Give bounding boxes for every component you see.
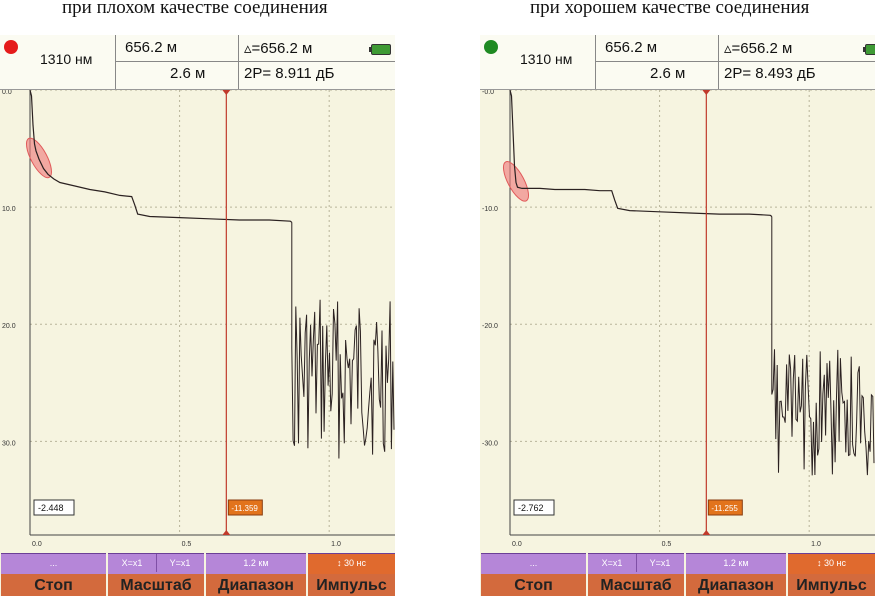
distance-value: 656.2 м bbox=[605, 39, 658, 56]
stop-button-hint: ... bbox=[49, 558, 58, 568]
trace-line bbox=[29, 90, 293, 223]
cursor-value: -11.359 bbox=[231, 504, 258, 513]
range-button-label: Диапазон bbox=[686, 574, 786, 596]
pulse-button[interactable]: ↕ 30 нс Импульс bbox=[308, 553, 395, 596]
battery-icon bbox=[369, 44, 391, 55]
scale-x-hint: X=x1 bbox=[601, 558, 623, 568]
scale-button[interactable]: X=x1 Y=x1 Масштаб bbox=[108, 553, 204, 596]
left-marker-value: -2.762 bbox=[518, 503, 544, 513]
left-marker-value: -2.448 bbox=[38, 503, 64, 513]
otdr-panel-good: 1310 нм 656.2 м 2.6 м ▵=656.2 м 2P= 8.49… bbox=[480, 35, 875, 596]
caption-bad-connection: при плохом качестве соединения bbox=[62, 0, 328, 18]
pulse-button-hint: ↕ 30 нс bbox=[337, 558, 366, 568]
loss-value: 2P= 8.911 дБ bbox=[244, 65, 335, 82]
cursor-top-marker bbox=[222, 90, 231, 95]
x-tick-label: 1.0 bbox=[811, 541, 821, 548]
range-button[interactable]: 1.2 км Диапазон bbox=[686, 553, 786, 596]
x-tick-label: 0.5 bbox=[182, 541, 192, 548]
delta-value: ▵=656.2 м bbox=[244, 40, 313, 57]
y-tick-label: -0.0 bbox=[482, 90, 494, 96]
stop-button-label: Стоп bbox=[1, 574, 106, 596]
y-tick-label: 20.0 bbox=[2, 323, 16, 330]
trace-plot-good[interactable]: -0.0 -10.0 -20.0 -30.0 0.0 0.5 1.0 -2.762 -11.25… bbox=[480, 90, 875, 550]
cursor-bottom-marker bbox=[702, 530, 711, 535]
pulse-button[interactable]: ↕ 30 нс Импульс bbox=[788, 553, 875, 596]
status-header: 1310 нм 656.2 м 2.6 м ▵=656.2 м 2P= 8.91… bbox=[0, 35, 395, 90]
battery-icon bbox=[863, 44, 875, 55]
x-tick-label: 0.5 bbox=[662, 541, 672, 548]
scale-button-label: Масштаб bbox=[108, 574, 204, 596]
stop-button-hint: ... bbox=[529, 558, 538, 568]
scale-y-hint: Y=x1 bbox=[649, 558, 671, 568]
cursor-value-box bbox=[227, 499, 263, 516]
noise-trace bbox=[771, 216, 875, 476]
status-header: 1310 нм 656.2 м 2.6 м ▵=656.2 м 2P= 8.49… bbox=[480, 35, 875, 90]
scale-x-hint: X=x1 bbox=[121, 558, 143, 568]
noise-trace bbox=[291, 222, 395, 459]
pulse-button-hint: ↕ 30 нс bbox=[817, 558, 846, 568]
cursor-bottom-marker bbox=[222, 530, 231, 535]
trace-plot-bad[interactable]: 0.0 10.0 20.0 30.0 0.0 0.5 1.0 -2.448 -11.359 bbox=[0, 90, 395, 550]
y-tick-label: -10.0 bbox=[482, 206, 498, 213]
y-tick-label: -20.0 bbox=[482, 323, 498, 330]
stop-button[interactable]: ... Стоп bbox=[481, 553, 586, 596]
otdr-panel-bad: 1310 нм 656.2 м 2.6 м ▵=656.2 м 2P= 8.91… bbox=[0, 35, 395, 596]
pulse-button-label: Импульс bbox=[788, 574, 875, 596]
stop-button[interactable]: ... Стоп bbox=[1, 553, 106, 596]
pulse-button-label: Импульс bbox=[308, 574, 395, 596]
trace-line bbox=[509, 90, 773, 217]
cursor-value-box bbox=[707, 499, 743, 516]
status-led-green-icon bbox=[484, 40, 498, 54]
range-button-hint: 1.2 км bbox=[243, 558, 269, 568]
x-tick-label: 0.0 bbox=[512, 541, 522, 548]
range-button-hint: 1.2 км bbox=[723, 558, 749, 568]
stop-button-label: Стоп bbox=[481, 574, 586, 596]
scale-y-hint: Y=x1 bbox=[169, 558, 191, 568]
y-tick-label: 10.0 bbox=[2, 206, 16, 213]
y-tick-label: 0.0 bbox=[2, 90, 12, 96]
range-button-label: Диапазон bbox=[206, 574, 306, 596]
resolution-value: 2.6 м bbox=[650, 65, 686, 82]
cursor-value: -11.255 bbox=[711, 504, 738, 513]
softkey-bar: ... Стоп X=x1 Y=x1 Масштаб 1.2 км Диапаз… bbox=[480, 550, 875, 596]
delta-value: ▵=656.2 м bbox=[724, 40, 793, 57]
caption-good-connection: при хорошем качестве соединения bbox=[530, 0, 810, 18]
softkey-bar: ... Стоп X=x1 Y=x1 Масштаб 1.2 км Диапаз… bbox=[0, 550, 395, 596]
wavelength-label: 1310 нм bbox=[40, 51, 93, 67]
left-marker-box bbox=[33, 499, 75, 516]
range-button[interactable]: 1.2 км Диапазон bbox=[206, 553, 306, 596]
x-tick-label: 0.0 bbox=[32, 541, 42, 548]
wavelength-label: 1310 нм bbox=[520, 51, 573, 67]
distance-value: 656.2 м bbox=[125, 39, 178, 56]
left-marker-box bbox=[513, 499, 555, 516]
loss-value: 2P= 8.493 дБ bbox=[724, 65, 816, 82]
status-led-red-icon bbox=[4, 40, 18, 54]
cursor-top-marker bbox=[702, 90, 711, 95]
x-tick-label: 1.0 bbox=[331, 541, 341, 548]
resolution-value: 2.6 м bbox=[170, 65, 206, 82]
scale-button-label: Масштаб bbox=[588, 574, 684, 596]
scale-button[interactable]: X=x1 Y=x1 Масштаб bbox=[588, 553, 684, 596]
y-tick-label: 30.0 bbox=[2, 440, 16, 447]
y-tick-label: -30.0 bbox=[482, 440, 498, 447]
